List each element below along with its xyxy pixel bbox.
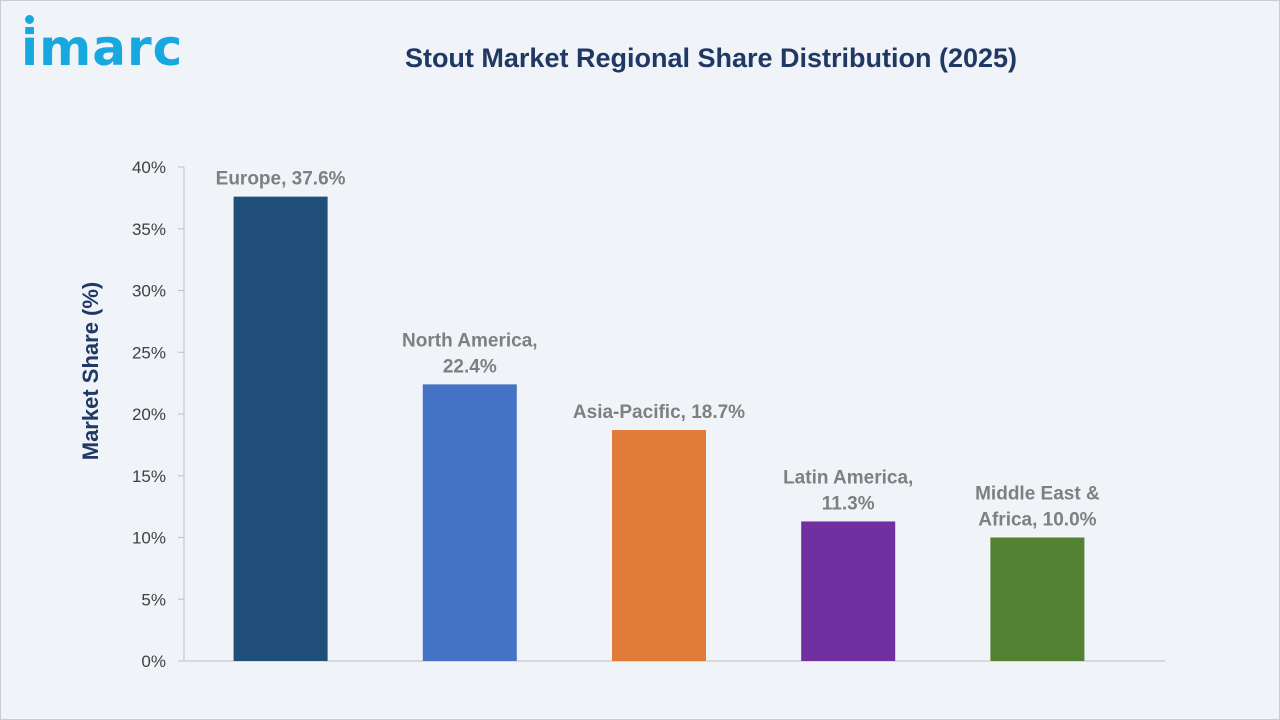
y-tick-label: 35% (132, 220, 166, 239)
data-label-2: North America, (402, 330, 538, 351)
y-tick-label: 25% (132, 343, 166, 362)
data-label-5: Middle East & (975, 484, 1100, 505)
y-tick-label: 20% (132, 405, 166, 424)
bar-2 (422, 384, 517, 661)
y-tick-label: 5% (141, 590, 166, 609)
bar-4 (801, 521, 896, 661)
data-label-2: 22.4% (443, 356, 497, 377)
y-axis: 0% 5% 10% 15% 20% 25% 30% 35% 40% (132, 158, 1165, 671)
y-tick-label: 10% (132, 529, 166, 548)
data-label-1: Europe, 37.6% (216, 169, 346, 190)
data-label-4: Latin America, (783, 467, 913, 488)
logo-dot (25, 15, 34, 24)
bar-3 (612, 430, 706, 661)
data-label-4: 11.3% (822, 493, 875, 514)
bar-1 (233, 196, 328, 661)
y-tick-label: 0% (141, 652, 166, 671)
data-label-5: Africa, 10.0% (978, 510, 1096, 531)
y-tick-label: 30% (132, 282, 166, 301)
data-label-3: Asia-Pacific, 18.7% (573, 402, 745, 423)
y-tick-label: 15% (132, 467, 166, 486)
chart-title: Stout Market Regional Share Distribution… (404, 43, 1018, 73)
y-axis-label: Market Share (%) (78, 282, 103, 461)
imarc-logo: imarc (21, 19, 184, 77)
data-labels: Europe, 37.6% North America, 22.4% Asia-Pac… (216, 169, 1100, 531)
y-tick-label: 40% (132, 158, 166, 177)
bar-5 (990, 537, 1085, 661)
bars (233, 196, 1085, 661)
